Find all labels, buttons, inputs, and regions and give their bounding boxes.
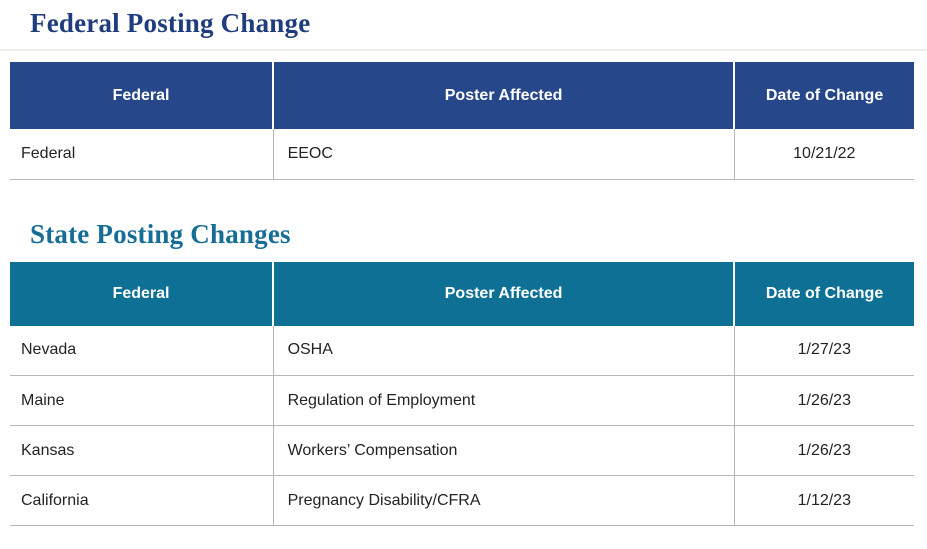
section-divider-rule: [0, 49, 927, 51]
state-col-header-jurisdiction: Federal: [10, 261, 274, 326]
table-row: California Pregnancy Disability/CFRA 1/1…: [10, 475, 914, 526]
cell-jurisdiction: Kansas: [10, 425, 274, 476]
state-posting-table: Federal Poster Affected Date of Change N…: [10, 261, 914, 526]
table-row: Nevada OSHA 1/27/23: [10, 325, 914, 376]
federal-col-header-poster: Poster Affected: [272, 62, 735, 129]
cell-jurisdiction: Maine: [10, 375, 274, 426]
state-section-title: State Posting Changes: [30, 218, 291, 249]
cell-poster: Regulation of Employment: [272, 375, 735, 426]
federal-posting-table: Federal Poster Affected Date of Change F…: [10, 62, 914, 180]
cell-date: 10/21/22: [733, 129, 914, 180]
federal-section-title: Federal Posting Change: [30, 8, 311, 38]
cell-poster: Pregnancy Disability/CFRA: [272, 475, 735, 526]
table-row: Kansas Workers’ Compensation 1/26/23: [10, 425, 914, 476]
state-table-header-row: Federal Poster Affected Date of Change: [10, 261, 914, 326]
cell-date: 1/27/23: [733, 325, 914, 376]
table-row: Maine Regulation of Employment 1/26/23: [10, 375, 914, 426]
cell-date: 1/12/23: [733, 475, 914, 526]
cell-jurisdiction: Nevada: [10, 325, 274, 376]
state-col-header-date: Date of Change: [733, 261, 914, 326]
federal-col-header-date: Date of Change: [733, 62, 914, 129]
cell-poster: OSHA: [272, 325, 735, 376]
cell-date: 1/26/23: [733, 425, 914, 476]
cell-poster: EEOC: [272, 129, 735, 180]
table-row: Federal EEOC 10/21/22: [10, 129, 914, 180]
cell-poster: Workers’ Compensation: [272, 425, 735, 476]
cell-date: 1/26/23: [733, 375, 914, 426]
cell-jurisdiction: Federal: [10, 129, 274, 180]
federal-table-header-row: Federal Poster Affected Date of Change: [10, 62, 914, 129]
state-col-header-poster: Poster Affected: [272, 261, 735, 326]
cell-jurisdiction: California: [10, 475, 274, 526]
federal-col-header-jurisdiction: Federal: [10, 62, 274, 129]
